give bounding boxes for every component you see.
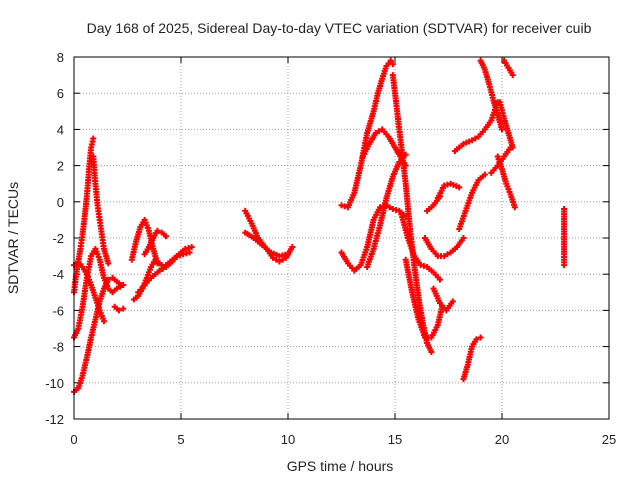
data-mark	[472, 135, 479, 142]
series-arc-16	[389, 72, 435, 356]
data-point	[561, 262, 568, 269]
x-axis-label: GPS time / hours	[287, 458, 394, 474]
y-tick-label: -4	[52, 267, 64, 282]
data-point	[499, 126, 505, 133]
x-tick-label: 25	[602, 432, 616, 447]
series-arc-21	[421, 235, 467, 260]
series-arc-11	[156, 244, 195, 274]
data-point	[402, 151, 409, 158]
data-mark	[444, 251, 451, 258]
y-tick-label: -8	[52, 340, 64, 355]
series-arc-33	[561, 206, 568, 269]
x-tick-label: 10	[281, 432, 295, 447]
data-point	[460, 235, 467, 241]
series-arc-24	[434, 180, 463, 202]
x-tick-labels: 0 5 10 15 20 25	[70, 432, 616, 447]
data-point	[105, 276, 112, 283]
y-tick-label: 6	[57, 86, 64, 101]
data-point	[456, 184, 463, 191]
data-point	[477, 334, 484, 341]
data-point	[509, 144, 516, 151]
y-tick-label: 0	[57, 195, 64, 210]
data-point	[473, 336, 480, 343]
data-point	[289, 244, 296, 251]
plot-frame	[73, 56, 610, 420]
data-point	[428, 349, 435, 356]
series-arc-32	[501, 57, 516, 79]
data-point	[469, 137, 476, 144]
data-point	[509, 72, 516, 79]
y-tick-label: 4	[57, 122, 64, 137]
y-tick-label: -10	[45, 376, 64, 391]
data-mark	[159, 265, 166, 272]
data-point	[115, 307, 122, 314]
series-arc-25	[460, 334, 484, 383]
data-point	[163, 233, 170, 240]
x-tick-label: 20	[495, 432, 509, 447]
data-point	[118, 282, 125, 289]
data-point	[156, 267, 163, 274]
data-points	[71, 57, 568, 395]
series-arc-9	[141, 227, 170, 258]
y-tick-label: 8	[57, 50, 64, 65]
data-point	[389, 61, 396, 68]
x-tick-label: 15	[388, 432, 402, 447]
y-tick-label: -12	[45, 412, 64, 427]
y-tick-labels: -12 -10 -8 -6 -4 -2 0 2 4 6 8	[45, 50, 64, 427]
series-arc-13	[242, 229, 291, 260]
data-point	[449, 298, 456, 305]
data-point	[436, 276, 443, 283]
y-tick-label: -6	[52, 303, 64, 318]
data-point	[154, 227, 161, 234]
data-mark	[386, 204, 393, 211]
series-arc-26	[451, 99, 501, 155]
series-arc-2	[90, 153, 112, 267]
data-mark	[375, 128, 382, 135]
series-arc-28	[477, 57, 505, 133]
data-point	[372, 130, 379, 137]
data-point	[90, 135, 97, 142]
y-tick-label: 2	[57, 159, 64, 174]
data-point	[481, 171, 488, 178]
series-arc-19	[398, 211, 443, 283]
data-point	[276, 258, 283, 265]
series-arc-23	[430, 285, 456, 314]
series-arc-6	[111, 303, 127, 314]
grid-lines	[74, 57, 609, 419]
data-point	[511, 204, 518, 211]
series-arc-27	[456, 171, 488, 232]
data-point	[387, 57, 394, 64]
series-arc-18	[364, 151, 409, 270]
data-point	[100, 318, 107, 325]
data-point	[105, 260, 112, 267]
data-point	[285, 251, 291, 258]
x-tick-label: 5	[177, 432, 184, 447]
data-point	[441, 253, 448, 260]
data-point	[113, 285, 120, 292]
y-axis-label: SDTVAR / TECUs	[5, 182, 21, 294]
series-arc-31	[494, 153, 518, 211]
data-point	[120, 305, 127, 312]
x-tick-label: 0	[70, 432, 77, 447]
chart-title: Day 168 of 2025, Sidereal Day-to-day VTE…	[87, 20, 592, 36]
series-arc-15	[359, 126, 409, 169]
series-arc-30	[496, 99, 516, 151]
y-tick-label: -2	[52, 231, 64, 246]
data-point	[186, 249, 193, 256]
data-point	[188, 244, 195, 251]
